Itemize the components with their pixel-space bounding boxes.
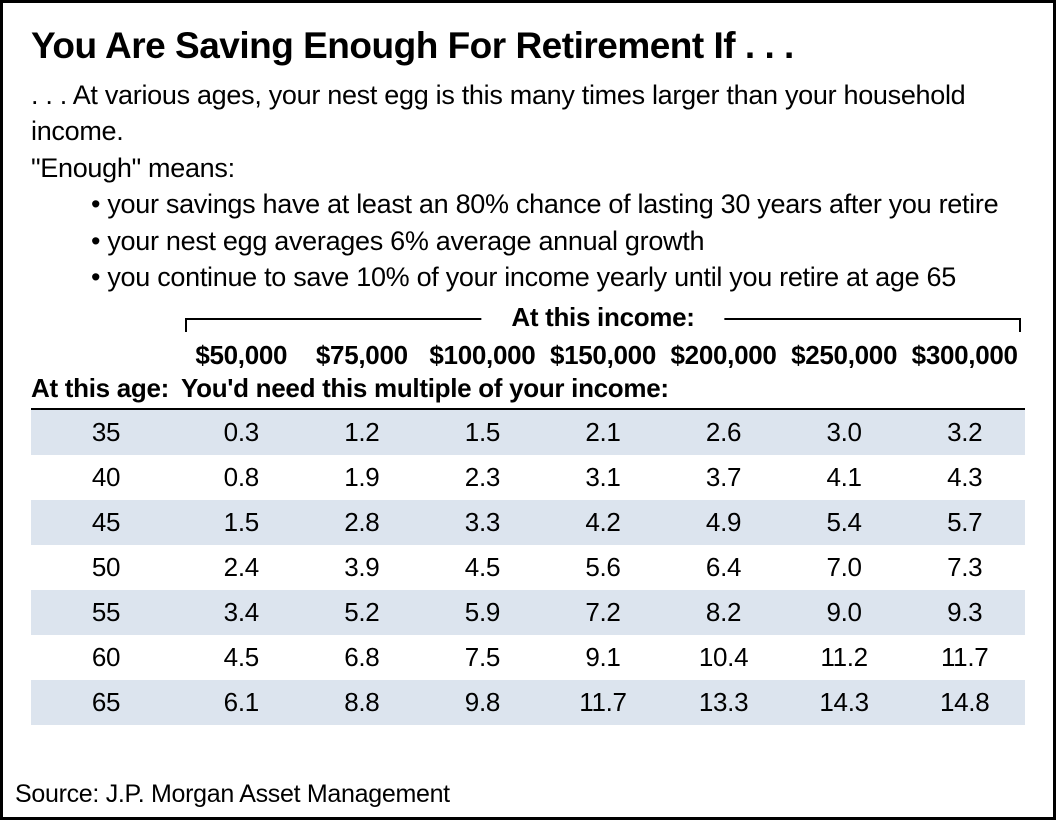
income-columns-row: $50,000 $75,000 $100,000 $150,000 $200,0… <box>31 332 1025 373</box>
bullet-item: your savings have at least an 80% chance… <box>91 186 1025 222</box>
value-cell: 1.5 <box>422 410 543 455</box>
age-cell: 35 <box>31 410 181 455</box>
table-row: 604.56.87.59.110.411.211.7 <box>31 635 1025 680</box>
value-cell: 4.2 <box>543 500 664 545</box>
value-cell: 1.2 <box>302 410 423 455</box>
value-cell: 11.7 <box>904 635 1025 680</box>
bullet-item: your nest egg averages 6% average annual… <box>91 223 1025 259</box>
value-cell: 9.0 <box>784 590 905 635</box>
value-cell: 5.4 <box>784 500 905 545</box>
value-cell: 4.5 <box>422 545 543 590</box>
value-cell: 2.3 <box>422 455 543 500</box>
value-cell: 3.9 <box>302 545 423 590</box>
value-cell: 3.7 <box>663 455 784 500</box>
value-cell: 4.5 <box>181 635 302 680</box>
value-cell: 2.4 <box>181 545 302 590</box>
income-column-header: $100,000 <box>422 332 543 373</box>
value-cell: 8.8 <box>302 680 423 725</box>
income-column-header: $250,000 <box>784 332 905 373</box>
value-cell: 8.2 <box>663 590 784 635</box>
value-cell: 3.4 <box>181 590 302 635</box>
value-cell: 5.6 <box>543 545 664 590</box>
value-cell: 0.3 <box>181 410 302 455</box>
value-cell: 2.6 <box>663 410 784 455</box>
value-cell: 6.1 <box>181 680 302 725</box>
age-cell: 60 <box>31 635 181 680</box>
value-cell: 3.1 <box>543 455 664 500</box>
income-column-header: $300,000 <box>904 332 1025 373</box>
value-cell: 9.1 <box>543 635 664 680</box>
value-cell: 11.2 <box>784 635 905 680</box>
savings-table: $50,000 $75,000 $100,000 $150,000 $200,0… <box>31 332 1025 725</box>
value-cell: 7.0 <box>784 545 905 590</box>
table-container: At this income: $50,000 $75,000 $100,000… <box>31 318 1025 725</box>
table-row: 656.18.89.811.713.314.314.8 <box>31 680 1025 725</box>
value-cell: 4.3 <box>904 455 1025 500</box>
value-cell: 13.3 <box>663 680 784 725</box>
value-cell: 6.8 <box>302 635 423 680</box>
value-cell: 7.5 <box>422 635 543 680</box>
value-cell: 3.2 <box>904 410 1025 455</box>
income-column-header: $50,000 <box>181 332 302 373</box>
sub-header-label: You'd need this multiple of your income: <box>181 373 1025 409</box>
income-column-header: $200,000 <box>663 332 784 373</box>
table-row: 553.45.25.97.28.29.09.3 <box>31 590 1025 635</box>
income-header-label: At this income: <box>481 302 724 333</box>
bullet-list: your savings have at least an 80% chance… <box>31 186 1025 295</box>
intro-line-2: "Enough" means: <box>31 153 235 183</box>
page-title: You Are Saving Enough For Retirement If … <box>31 25 1025 67</box>
value-cell: 3.3 <box>422 500 543 545</box>
age-cell: 45 <box>31 500 181 545</box>
value-cell: 2.8 <box>302 500 423 545</box>
source-label: Source: J.P. Morgan Asset Management <box>15 780 450 809</box>
age-cell: 50 <box>31 545 181 590</box>
blank-header <box>31 332 181 373</box>
bullet-item: you continue to save 10% of your income … <box>91 259 1025 295</box>
intro-text: . . . At various ages, your nest egg is … <box>31 77 1025 186</box>
age-cell: 65 <box>31 680 181 725</box>
table-row: 451.52.83.34.24.95.45.7 <box>31 500 1025 545</box>
table-row: 400.81.92.33.13.74.14.3 <box>31 455 1025 500</box>
table-body: 350.31.21.52.12.63.03.2400.81.92.33.13.7… <box>31 409 1025 725</box>
value-cell: 5.2 <box>302 590 423 635</box>
value-cell: 6.4 <box>663 545 784 590</box>
income-column-header: $75,000 <box>302 332 423 373</box>
value-cell: 7.2 <box>543 590 664 635</box>
value-cell: 14.8 <box>904 680 1025 725</box>
age-header-label: At this age: <box>31 373 181 409</box>
table-row: 350.31.21.52.12.63.03.2 <box>31 410 1025 455</box>
value-cell: 1.5 <box>181 500 302 545</box>
value-cell: 11.7 <box>543 680 664 725</box>
infographic-frame: You Are Saving Enough For Retirement If … <box>0 0 1056 820</box>
value-cell: 0.8 <box>181 455 302 500</box>
value-cell: 4.1 <box>784 455 905 500</box>
value-cell: 2.1 <box>543 410 664 455</box>
age-cell: 40 <box>31 455 181 500</box>
table-row: 502.43.94.55.66.47.07.3 <box>31 545 1025 590</box>
value-cell: 14.3 <box>784 680 905 725</box>
value-cell: 5.7 <box>904 500 1025 545</box>
age-cell: 55 <box>31 590 181 635</box>
intro-line-1: . . . At various ages, your nest egg is … <box>31 80 965 146</box>
value-cell: 3.0 <box>784 410 905 455</box>
value-cell: 7.3 <box>904 545 1025 590</box>
value-cell: 10.4 <box>663 635 784 680</box>
income-bracket: At this income: <box>185 318 1021 332</box>
value-cell: 1.9 <box>302 455 423 500</box>
value-cell: 4.9 <box>663 500 784 545</box>
sub-header-row: At this age: You'd need this multiple of… <box>31 373 1025 409</box>
value-cell: 9.3 <box>904 590 1025 635</box>
value-cell: 5.9 <box>422 590 543 635</box>
income-bracket-wrap: At this income: <box>181 318 1025 332</box>
income-bracket-row: At this income: <box>31 318 1025 332</box>
income-column-header: $150,000 <box>543 332 664 373</box>
value-cell: 9.8 <box>422 680 543 725</box>
